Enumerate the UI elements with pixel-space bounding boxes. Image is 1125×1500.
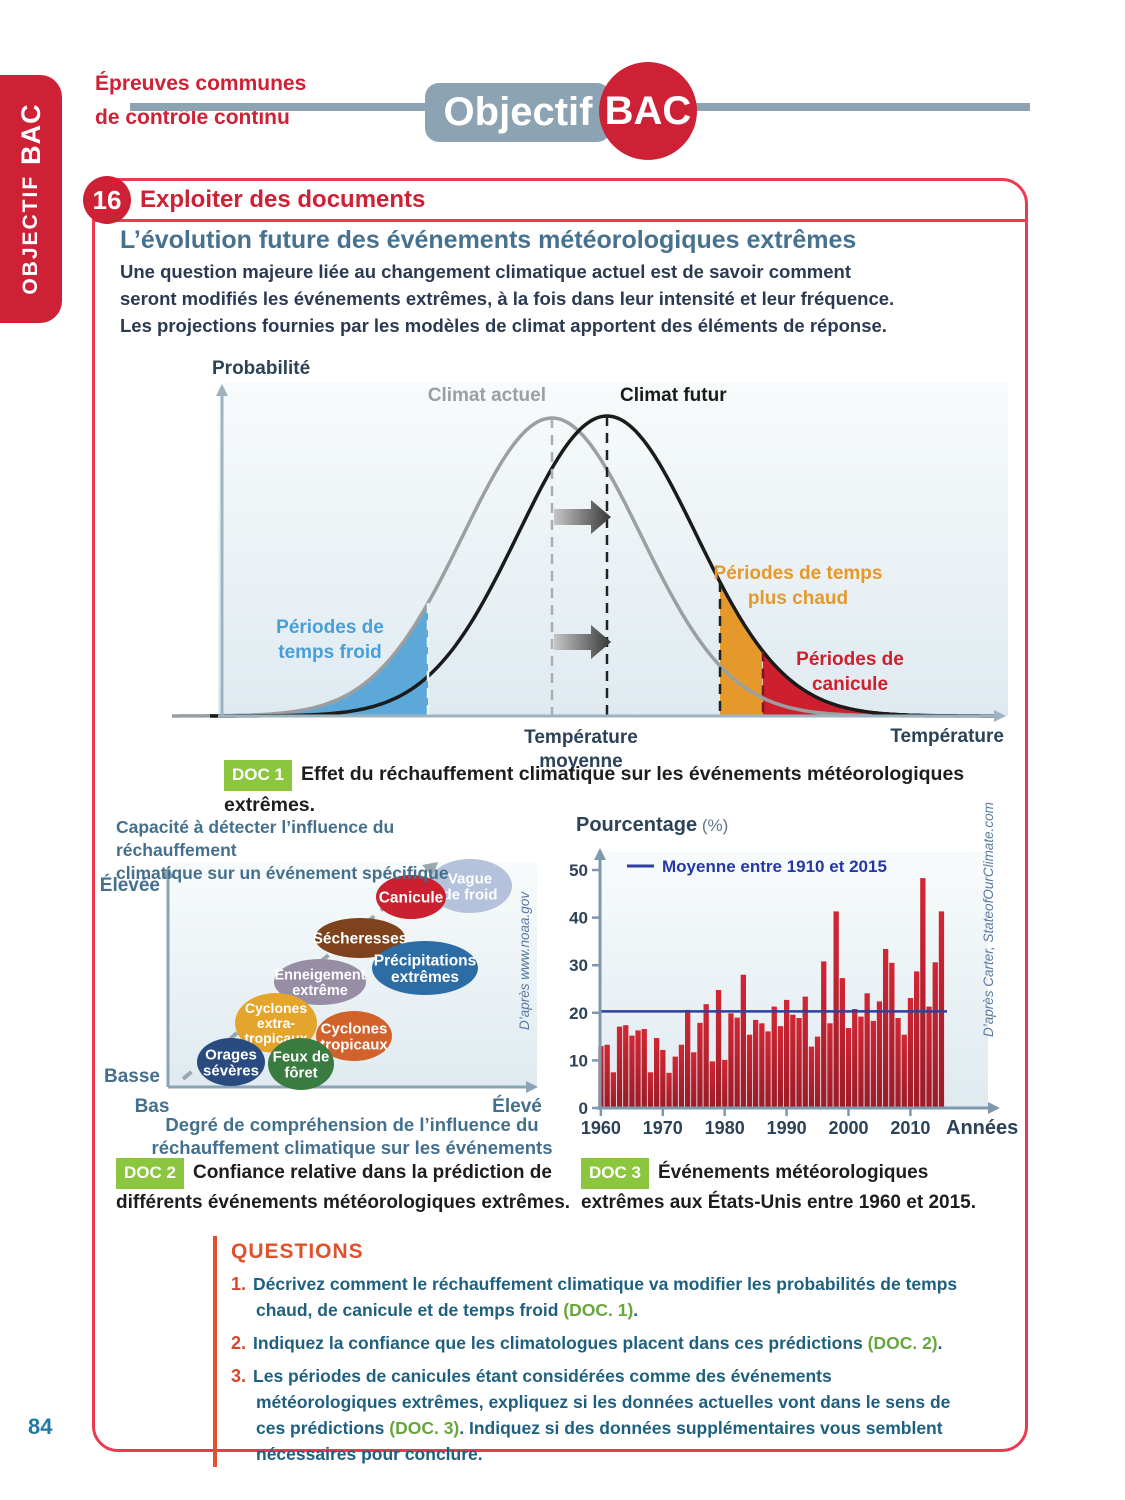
doc3-source-credit: D’après Carter, StateofOurClimate.com — [981, 802, 996, 1037]
question-3: 3. Les périodes de canicules étant consid… — [231, 1363, 971, 1467]
question-3-end: . Indiquez si des données supplémentaire… — [256, 1418, 943, 1464]
question-1-end: . — [633, 1300, 639, 1320]
question-1-text: Décrivez comment le réchauffement climat… — [253, 1274, 958, 1320]
doc3-caption: DOC 3 Événements météorologiques extrêmes… — [581, 1158, 1015, 1217]
brand-bac-circle: BAC — [599, 62, 697, 160]
sidebar-tab-bac: BAC — [15, 103, 46, 165]
exercise-header-band — [92, 178, 1028, 222]
doc2-title-line2: climatique sur un événement spécifique — [116, 863, 449, 883]
question-2-end: . — [937, 1333, 943, 1353]
doc2-caption: DOC 2 Confiance relative dans la prédicti… — [116, 1158, 594, 1217]
exercise-box — [92, 178, 1028, 1452]
header-eyebrow-line2: de contrôle continu — [95, 106, 290, 129]
question-2-text: Indiquez la confiance que les climatolog… — [253, 1333, 868, 1353]
sidebar-tab-objectif: OBJECTIF — [19, 174, 42, 295]
questions-heading: QUESTIONS — [231, 1240, 364, 1263]
page-number: 84 — [28, 1414, 53, 1439]
question-3-number: 3. — [231, 1366, 247, 1386]
questions-block: QUESTIONS 1. Décrivez comment le réchauff… — [213, 1236, 1013, 1467]
doc1-badge: DOC 1 — [224, 760, 292, 791]
question-3-text: Les périodes de canicules étant considér… — [253, 1366, 951, 1438]
exercise-heading: Exploiter des documents — [140, 186, 426, 213]
doc1-caption: DOC 1 Effet du réchauffement climatique s… — [224, 760, 1014, 819]
doc3-caption-text: Événements météorologiques extrêmes aux … — [581, 1162, 976, 1213]
doc1-caption-text: Effet du réchauffement climatique sur le… — [224, 763, 965, 816]
sidebar-objectif-bac-tab: OBJECTIF BAC — [0, 75, 62, 323]
doc2-source-credit: D’après www.noaa.gov — [517, 891, 532, 1030]
doc3-badge: DOC 3 — [581, 1158, 649, 1189]
doc2-caption-text: Confiance relative dans la prédiction de… — [116, 1162, 571, 1213]
question-2-doc-ref: (DOC. 2) — [867, 1333, 938, 1353]
brand-objectif-pill: Objectif — [425, 83, 611, 142]
doc2-title-line1: Capacité à détecter l’influence du récha… — [116, 817, 395, 860]
doc2-title: Capacité à détecter l’influence du récha… — [116, 816, 516, 885]
question-1: 1. Décrivez comment le réchauffement clim… — [231, 1271, 971, 1323]
question-2-number: 2. — [231, 1333, 247, 1353]
exercise-intro: Une question majeure liée au changement … — [120, 261, 895, 336]
doc2-badge: DOC 2 — [116, 1158, 184, 1189]
exercise-title: L’évolution future des événements météor… — [120, 226, 857, 254]
question-1-doc-ref: (DOC. 1) — [563, 1300, 634, 1320]
question-3-doc-ref: (DOC. 3) — [389, 1418, 460, 1438]
exercise-number-badge: 16 — [83, 176, 131, 224]
sidebar-tab-label: OBJECTIF BAC — [0, 75, 62, 323]
header-eyebrow-line1: Épreuves communes — [95, 72, 307, 95]
question-1-number: 1. — [231, 1274, 247, 1294]
question-2: 2. Indiquez la confiance que les climatol… — [231, 1330, 971, 1356]
